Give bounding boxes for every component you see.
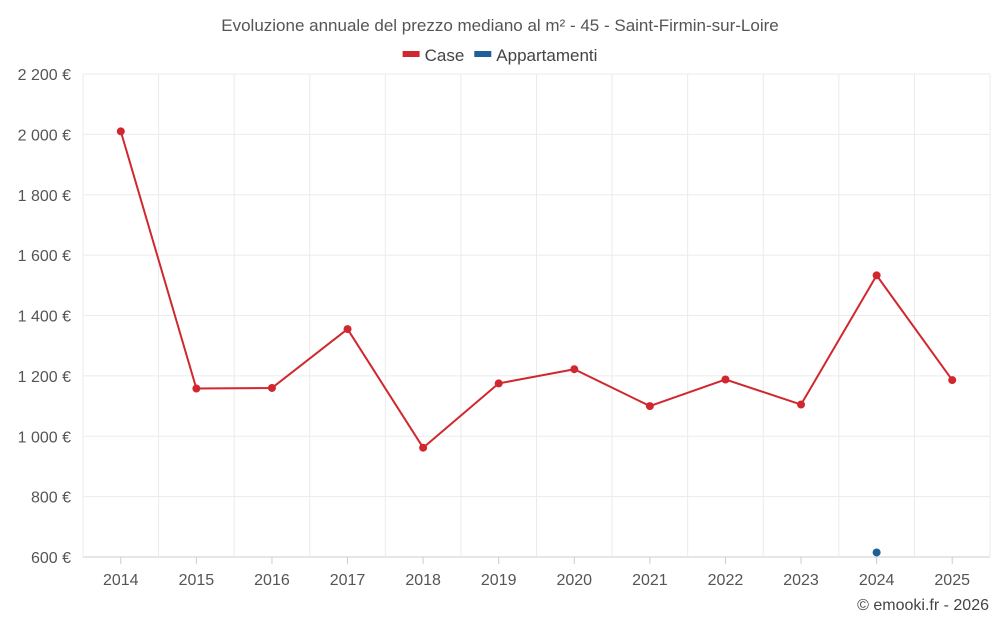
data-point[interactable] — [570, 365, 579, 374]
y-tick-label: 1 600 € — [18, 248, 71, 265]
data-point[interactable] — [872, 548, 881, 557]
x-tick-label: 2019 — [481, 572, 517, 589]
series-case — [116, 127, 957, 452]
x-tick-label: 2024 — [859, 572, 895, 589]
x-tick-label: 2022 — [708, 572, 744, 589]
series-line — [119, 131, 954, 449]
data-point[interactable] — [721, 375, 730, 384]
y-tick-label: 600 € — [31, 550, 71, 567]
legend-item-case[interactable]: Case — [402, 46, 465, 65]
data-point[interactable] — [116, 127, 125, 136]
y-tick-label: 800 € — [31, 490, 71, 507]
chart-title: Evoluzione annuale del prezzo mediano al… — [221, 16, 778, 35]
data-point[interactable] — [419, 443, 428, 452]
data-point[interactable] — [645, 402, 654, 411]
legend-label: Case — [425, 46, 465, 65]
y-tick-label: 1 400 € — [18, 309, 71, 326]
x-tick-label: 2025 — [934, 572, 970, 589]
x-tick-label: 2017 — [330, 572, 366, 589]
x-tick-label: 2016 — [254, 572, 290, 589]
x-axis: 2014 2015 2016 2017 2018 2019 2020 2021 2022 2023… — [103, 572, 970, 589]
data-point[interactable] — [494, 379, 503, 388]
copyright-footer: © emooki.fr - 2026 — [857, 597, 989, 614]
legend-item-appartamenti[interactable]: Appartamenti — [474, 46, 597, 65]
data-point[interactable] — [872, 271, 881, 280]
legend-swatch — [402, 51, 420, 57]
legend-label: Appartamenti — [496, 46, 597, 65]
x-tick-label: 2020 — [556, 572, 592, 589]
data-point[interactable] — [797, 400, 806, 409]
series-layer — [116, 127, 957, 557]
y-tick-label: 2 200 € — [18, 67, 71, 84]
y-tick-label: 2 000 € — [18, 127, 71, 144]
x-tick-label: 2021 — [632, 572, 668, 589]
data-point[interactable] — [948, 376, 957, 385]
y-tick-label: 1 000 € — [18, 429, 71, 446]
legend-swatch — [474, 51, 492, 57]
y-axis: 600 € 800 € 1 000 € 1 200 € 1 400 € 1 600 € 1 … — [18, 67, 71, 567]
data-point[interactable] — [192, 384, 201, 393]
x-tick-label: 2018 — [405, 572, 441, 589]
data-point[interactable] — [267, 383, 276, 392]
data-point[interactable] — [343, 325, 352, 334]
x-tick-label: 2014 — [103, 572, 139, 589]
legend[interactable]: Case Appartamenti — [402, 46, 598, 65]
y-tick-label: 1 200 € — [18, 369, 71, 386]
x-tick-label: 2015 — [179, 572, 215, 589]
series-appartamenti — [872, 548, 881, 557]
grid-lines — [82, 73, 991, 564]
x-tick-label: 2023 — [783, 572, 819, 589]
y-tick-label: 1 800 € — [18, 188, 71, 205]
